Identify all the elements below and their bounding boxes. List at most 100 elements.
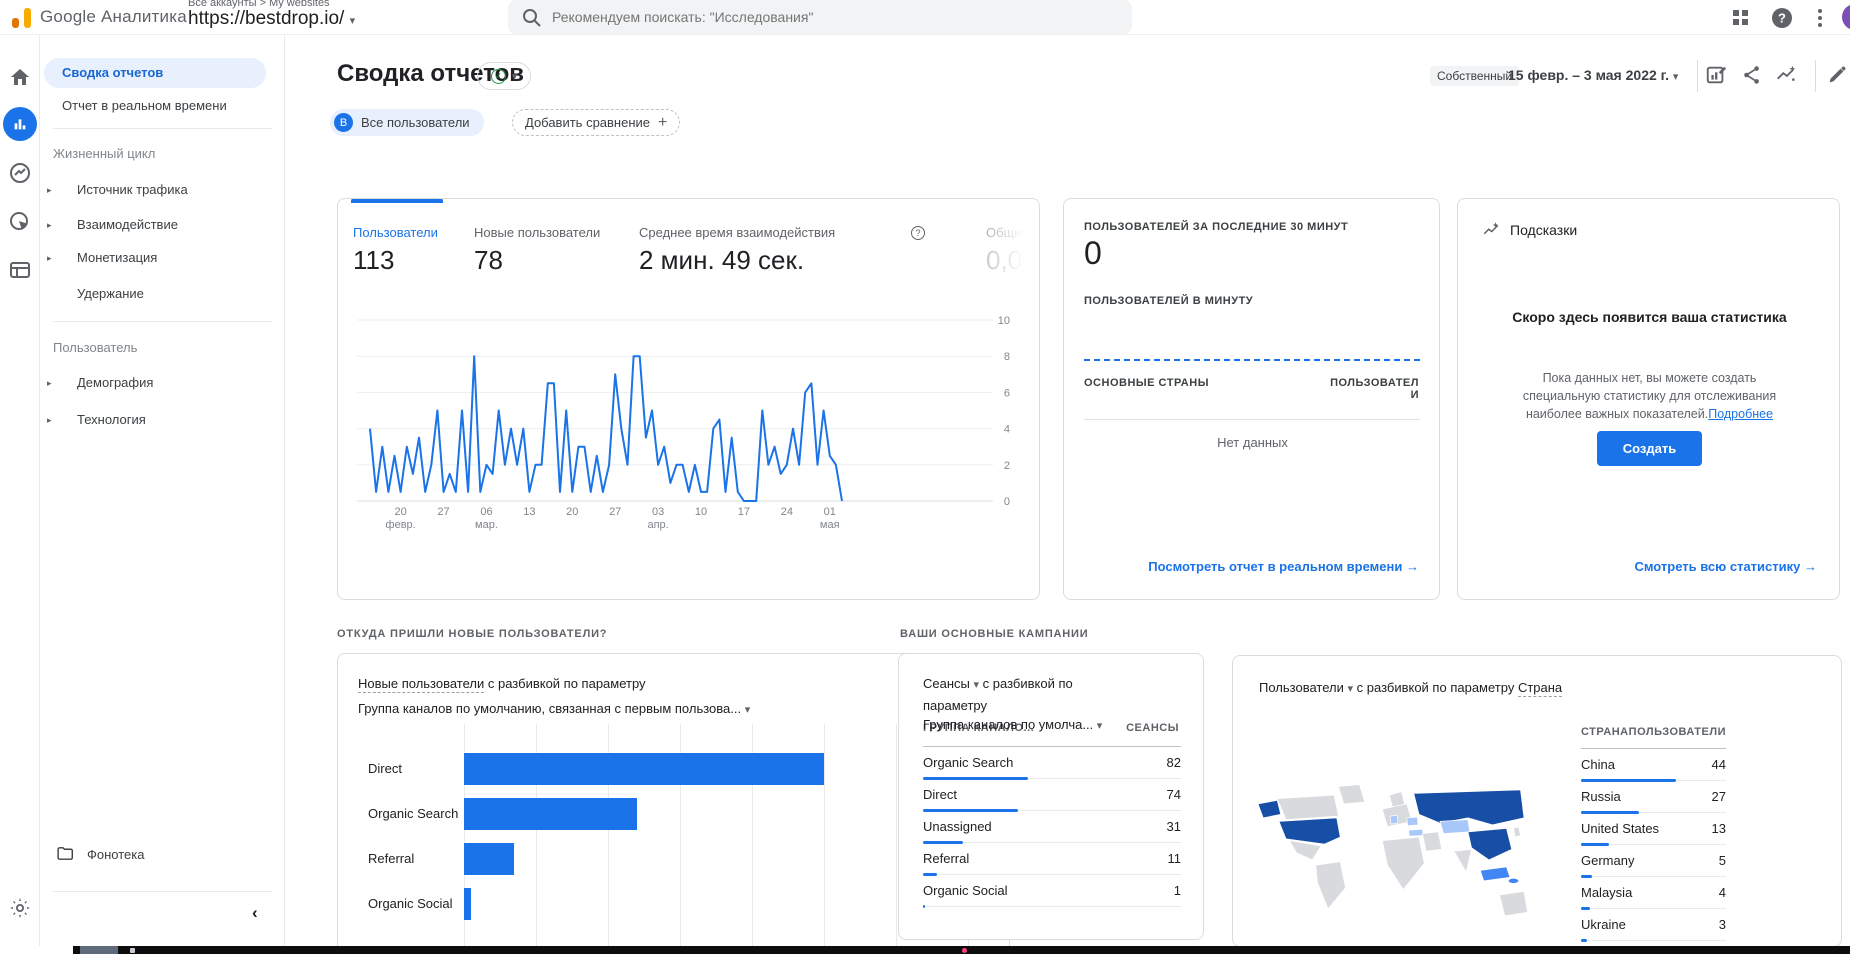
report-status-pill[interactable]: ✓ ▾ (477, 62, 531, 90)
create-insight-button[interactable]: Создать (1597, 431, 1702, 466)
x-axis-label: 20 (566, 506, 578, 518)
sidebar-item-demographics[interactable]: Демография (77, 375, 153, 390)
brand-title: Google Аналитика (40, 7, 187, 27)
taskbar-strip (73, 946, 1850, 954)
campaigns-metric-dropdown[interactable]: Сеансы ▾ с разбивкой по (923, 676, 1073, 691)
reports-icon[interactable] (3, 107, 37, 141)
row-value: 3 (1719, 917, 1726, 932)
table-row: United States13 (1581, 813, 1726, 845)
row-label: United States (1581, 821, 1659, 836)
row-label: Germany (1581, 853, 1634, 868)
sidebar-item-acquisition[interactable]: Источник трафика (77, 182, 188, 197)
kebab-menu-icon[interactable] (1808, 6, 1832, 30)
geo-metric-dropdown[interactable]: Пользователи ▾ с разбивкой по параметру … (1259, 680, 1562, 695)
realtime-table-divider (1084, 419, 1420, 420)
x-axis-label: 27 (437, 506, 449, 518)
chevron-down-icon: ▾ (1347, 683, 1353, 695)
table-row: Organic Social1 (923, 875, 1181, 907)
configure-icon[interactable] (8, 258, 32, 282)
x-axis-label: 20 (395, 506, 407, 518)
insights-card: Подсказки Скоро здесь появится ваша стат… (1457, 198, 1840, 600)
view-realtime-link[interactable]: Посмотреть отчет в реальном времени → (1148, 559, 1419, 574)
expand-arrow-icon[interactable]: ▸ (47, 185, 52, 196)
sidebar-item-realtime[interactable]: Отчет в реальном времени (62, 98, 227, 113)
row-progress-bar (923, 905, 925, 908)
search-input[interactable] (552, 0, 1112, 34)
acquisition-section-title: ОТКУДА ПРИШЛИ НОВЫЕ ПОЛЬЗОВАТЕЛИ? (337, 628, 607, 640)
table-row: China44 (1581, 749, 1726, 781)
acquisition-metric-label[interactable]: Новые пользователи с разбивкой по параме… (358, 676, 646, 691)
x-axis-label: 06 (480, 506, 492, 518)
explore-icon[interactable] (8, 161, 32, 185)
realtime-card: ПОЛЬЗОВАТЕЛЕЙ ЗА ПОСЛЕДНИЕ 30 МИНУТ 0 ПО… (1063, 198, 1440, 600)
sidebar-item-retention[interactable]: Удержание (77, 286, 144, 301)
sidebar-section-lifecycle: Жизненный цикл (53, 146, 155, 161)
row-value: 4 (1719, 885, 1726, 900)
account-switcher[interactable]: https://bestdrop.io/ ▾ (188, 8, 355, 30)
add-comparison-button[interactable]: Добавить сравнение + (512, 109, 680, 136)
row-progress-bar (1581, 939, 1587, 942)
sidebar-item-overview-label[interactable]: Сводка отчетов (62, 65, 163, 80)
add-comparison-label: Добавить сравнение (525, 115, 650, 130)
realtime-users-value: 0 (1084, 235, 1102, 272)
audience-chip[interactable]: В Все пользователи (330, 109, 484, 136)
y-axis-label: 2 (1004, 460, 1010, 472)
bar (464, 843, 514, 875)
customize-report-icon[interactable] (1705, 64, 1727, 86)
analytics-app: Google Аналитика Все аккаунты > My websi… (0, 0, 1850, 954)
table-row: Malaysia 4 (1581, 877, 1726, 909)
chevron-down-icon: ▾ (1097, 720, 1103, 732)
realtime-no-data-text: Нет данных (1064, 435, 1441, 450)
share-icon[interactable] (1741, 64, 1763, 86)
home-icon[interactable] (8, 65, 32, 89)
settings-gear-icon[interactable] (8, 896, 32, 920)
learn-more-link[interactable]: Подробнее (1708, 407, 1773, 421)
row-value: 11 (1168, 851, 1182, 866)
expand-arrow-icon[interactable]: ▸ (47, 220, 52, 231)
row-label: Unassigned (923, 819, 992, 834)
campaigns-dimension-dropdown[interactable]: Группа каналов по умолча... ▾ (923, 717, 1102, 732)
sidebar-item-monetization[interactable]: Монетизация (77, 250, 157, 265)
expand-arrow-icon[interactable]: ▸ (47, 253, 52, 264)
collapse-sidebar-chevron[interactable]: ‹ (252, 903, 258, 923)
sidebar-item-engagement[interactable]: Взаимодействие (77, 217, 178, 232)
sidebar-divider (53, 128, 272, 129)
search-icon (520, 6, 544, 30)
geo-col-header-users: ПОЛЬЗОВАТЕЛИ (1581, 726, 1726, 738)
expand-arrow-icon[interactable]: ▸ (47, 415, 52, 426)
sidebar-divider (53, 891, 272, 892)
row-label: Malaysia (1581, 885, 1632, 900)
x-axis-label: мар. (475, 519, 498, 531)
advertising-icon[interactable] (8, 210, 32, 234)
insights-icon[interactable] (1775, 64, 1797, 86)
insights-paragraph-line2: специальную статистику для отслеживания (1458, 389, 1841, 403)
date-range-picker[interactable]: 15 февр. – 3 мая 2022 г. ▾ (1508, 67, 1678, 83)
edit-pencil-icon[interactable] (1826, 64, 1848, 86)
bar (464, 753, 824, 785)
app-rail (0, 35, 40, 946)
sidebar-item-tech[interactable]: Технология (77, 412, 146, 427)
arrow-right-icon: → (1406, 559, 1419, 574)
chevron-down-icon: ▾ (1673, 71, 1679, 83)
row-value: 31 (1167, 819, 1181, 834)
avatar[interactable] (1842, 4, 1850, 30)
acquisition-dimension-dropdown[interactable]: Группа каналов по умолчанию, связанная с… (358, 701, 750, 716)
row-label: Russia (1581, 789, 1621, 804)
row-label: Organic Social (923, 883, 1008, 898)
help-icon[interactable]: ? (1770, 6, 1794, 30)
x-axis-label: апр. (647, 519, 668, 531)
x-axis-label: 01 (824, 506, 836, 518)
apps-grid-icon[interactable] (1729, 6, 1753, 30)
x-axis-label: февр. (386, 519, 416, 531)
row-value: 44 (1712, 757, 1726, 772)
y-axis-label: 10 (998, 315, 1010, 327)
expand-arrow-icon[interactable]: ▸ (47, 378, 52, 389)
x-axis-label: мая (820, 519, 840, 531)
row-label: Ukraine (1581, 917, 1626, 932)
table-row: Direct74 (923, 779, 1181, 811)
view-all-insights-link[interactable]: Смотреть всю статистику → (1634, 559, 1817, 574)
row-label: Referral (923, 851, 969, 866)
sidebar-item-library[interactable]: Фонотека (87, 847, 144, 862)
table-row: Unassigned 31 (923, 811, 1181, 843)
plus-icon: + (658, 114, 667, 132)
